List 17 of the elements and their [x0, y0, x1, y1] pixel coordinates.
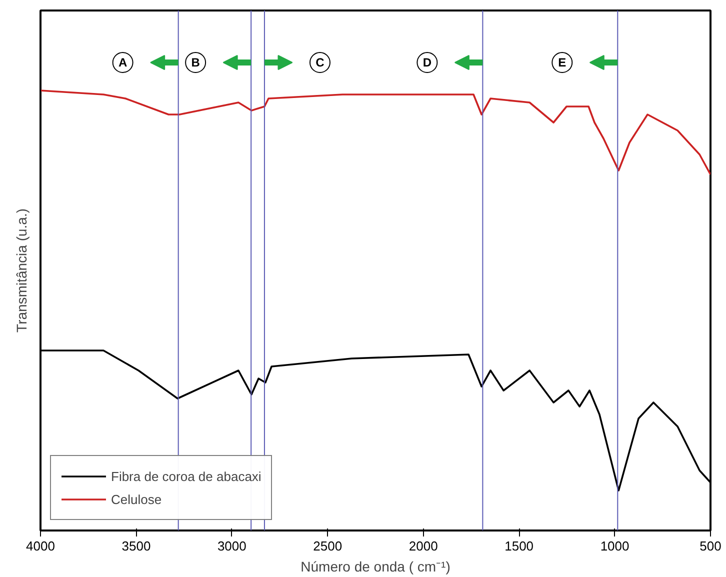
- x-tick-label: 2000: [408, 538, 438, 554]
- text: C: [316, 56, 325, 70]
- x-tick-label: 500: [700, 538, 722, 554]
- x-tick-label: 2500: [313, 538, 342, 554]
- text: B: [191, 56, 200, 70]
- y-axis-title: Transmitância (u.a.): [14, 208, 30, 332]
- x-tick-label: 3500: [122, 538, 151, 554]
- text: A: [118, 56, 128, 70]
- legend-label: Celulose: [111, 492, 162, 506]
- text: E: [558, 56, 566, 70]
- x-tick-label: 1000: [600, 538, 630, 554]
- x-tick-label: 4000: [26, 538, 55, 554]
- text: D: [422, 56, 432, 70]
- x-axis-title: Número de onda ( cm⁻¹): [300, 558, 450, 574]
- x-tick-label: 1500: [504, 538, 534, 554]
- legend-label: Fibra de coroa de abacaxi: [111, 468, 262, 484]
- x-tick-label: 3000: [217, 538, 246, 554]
